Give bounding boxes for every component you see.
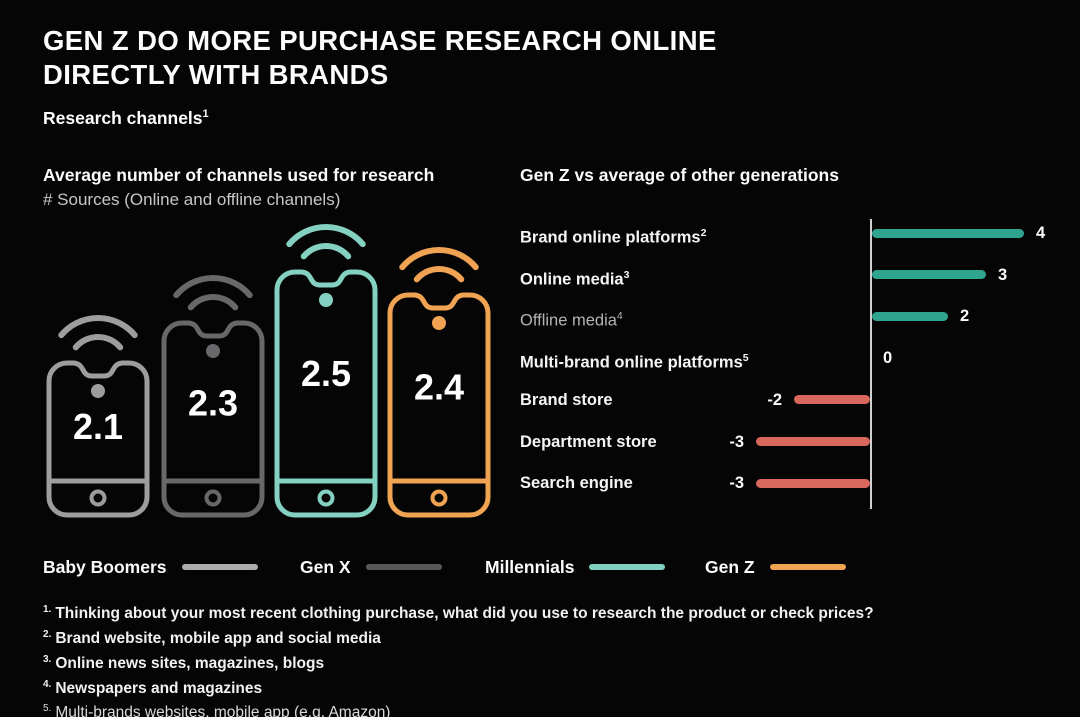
phone-icon-gen-x: 2.3 [161,275,265,518]
legend-line-swatch [181,564,258,570]
footnote-text: Online news sites, magazines, blogs [55,654,325,672]
footnote-text: Newspapers and magazines [55,679,263,697]
legend-line-swatch [589,564,666,570]
bar-brand-store [794,395,870,405]
footnote-marker: 5. [43,703,52,715]
bar-label-offline-media: Offline media4 [520,305,623,330]
footnote-5: 5. Multi-brands websites, mobile app (e.g… [43,699,1063,717]
footnote-text: Thinking about your most recent clothing… [55,605,874,623]
bar-label-text: Search engine [520,474,633,493]
footnote-marker: 4. [43,678,52,690]
footnote-marker: 2. [43,628,52,640]
phone-outline [161,320,265,518]
footnote-1: 1. Thinking about your most recent clothi… [43,600,1063,625]
bar-value-search-engine: -3 [729,474,744,493]
footnote-marker: 5 [742,352,749,365]
bar-value-brand-store: -2 [767,390,782,409]
left-chart-heading: Average number of channels used for rese… [43,165,435,185]
bar-label-text: Online media [520,270,624,289]
camera-dot-icon [206,344,220,358]
camera-dot-icon [432,316,446,330]
phone-value: 2.1 [73,406,123,447]
bar-label-text: Offline media [520,311,617,330]
phone-outline [46,360,150,518]
axis-line [870,219,872,509]
footnotes: 1. Thinking about your most recent clothi… [43,600,1063,717]
phone-value: 2.5 [301,353,351,394]
phone-outline [274,269,378,518]
bar-label-text: Brand online platforms [520,228,701,247]
legend-item-millennials: Millennials [485,554,666,580]
phone-icon-gen-z: 2.4 [387,247,491,518]
wifi-signal-icon [286,224,366,260]
bar-label-brand-store: Brand store [520,389,613,411]
phone-value: 2.4 [414,366,464,407]
footnote-marker: 4 [616,310,623,323]
bar-value-brand-online-platforms: 4 [1036,224,1046,242]
footnote-marker: 2 [700,227,707,239]
phone-value: 2.3 [188,383,238,424]
bar-value-online-media: 3 [998,265,1008,284]
page-title: GEN Z DO MORE PURCHASE RESEARCH ONLINE D… [43,25,717,90]
bar-department-store [756,437,870,446]
footnote-marker: 3 [623,268,630,281]
footnote-3: 3. Online news sites, magazines, blogs [43,650,1063,675]
bar-label-multi-brand-online-platforms: Multi-brand online platforms5 [520,347,749,372]
footnote-marker: 3. [43,653,52,665]
legend-item-baby-boomers: Baby Boomers [43,554,258,580]
home-button-icon [89,489,107,507]
footnote-4: 4. Newspapers and magazines [43,675,1063,700]
camera-dot-icon [91,384,105,398]
home-button-icon [204,489,222,507]
home-button-icon [430,489,448,507]
legend-item-gen-z: Gen Z [705,554,846,580]
home-button-icon [317,489,335,507]
camera-dot-icon [319,293,333,307]
footnote-text: Brand website, mobile app and social med… [55,630,381,648]
bar-search-engine [756,478,870,488]
legend-label: Gen Z [705,556,755,577]
bar-value-multi-brand-online-platforms: 0 [883,349,893,368]
subtitle-text: Research channels [43,108,203,128]
wifi-signal-icon [399,247,479,283]
subtitle-footnote-marker: 1 [202,108,209,121]
wifi-signal-icon [173,275,253,311]
footnote-marker: 1. [43,604,52,615]
left-chart-subheading: # Sources (Online and offline channels) [43,190,341,209]
legend-item-gen-x: Gen X [300,554,442,580]
subtitle: Research channels1 [43,108,209,129]
right-chart-heading: Gen Z vs average of other generations [520,165,839,185]
bar-label-text: Department store [520,432,657,451]
bar-offline-media [872,311,948,321]
legend-line-swatch [365,564,442,570]
bar-online-media [872,270,986,280]
phone-outline [387,292,491,518]
wifi-signal-icon [58,315,138,351]
footnote-2: 2. Brand website, mobile app and social m… [43,625,1063,650]
legend-line-swatch [769,564,846,570]
phone-icon-millennials: 2.5 [274,224,378,518]
legend-label: Gen X [300,556,351,577]
bar-label-search-engine: Search engine [520,472,633,494]
footnote-text: Multi-brands websites, mobile app (e.g. … [55,704,391,717]
legend-label: Millennials [485,556,575,577]
bar-label-brand-online-platforms: Brand online platforms2 [520,222,707,247]
legend-label: Baby Boomers [43,556,167,577]
bar-label-online-media: Online media3 [520,264,630,289]
bar-value-offline-media: 2 [960,307,970,326]
bar-label-text: Brand store [520,390,613,409]
bar-label-department-store: Department store [520,431,657,453]
bar-value-department-store: -3 [729,432,744,451]
phone-icon-baby-boomers: 2.1 [46,315,150,518]
bar-brand-online-platforms [872,228,1024,238]
bar-label-text: Multi-brand online platforms [520,353,743,372]
